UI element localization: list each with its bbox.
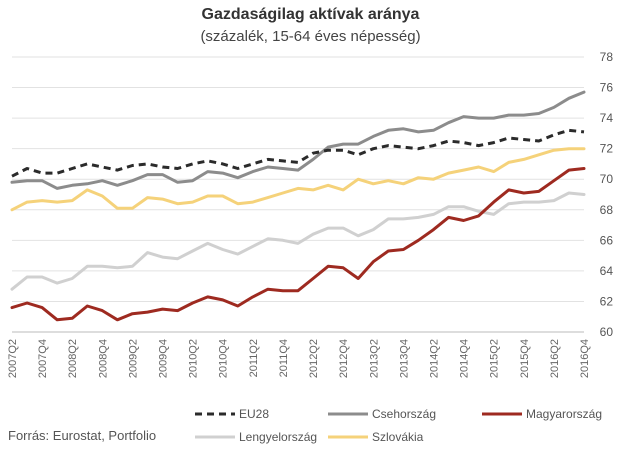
x-tick-label: 2015Q2	[489, 339, 501, 378]
series-line-szlovákia	[10, 147, 586, 212]
x-tick-label: 2008Q4	[97, 339, 109, 378]
y-tick-label: 68	[600, 203, 614, 217]
series-line-eu28	[11, 128, 585, 178]
x-tick-label: 2007Q4	[37, 339, 49, 378]
legend-label: EU28	[239, 407, 269, 421]
x-axis: 2007Q2 2007Q4 2008Q2 2008Q4 2009Q2 2009Q4 2010…	[7, 331, 591, 378]
x-tick-label: 2007Q2	[7, 339, 19, 378]
y-axis: 60 62 64 66 68 70 72 74 76 78	[600, 50, 614, 339]
y-tick-label: 64	[600, 264, 614, 278]
x-tick-label: 2009Q2	[127, 339, 139, 378]
y-tick-label: 76	[600, 81, 614, 95]
legend-label: Magyarország	[526, 407, 602, 421]
series-line-csehország	[10, 90, 586, 190]
series-line-magyarország	[10, 167, 586, 322]
series-lines	[10, 90, 586, 322]
y-tick-label: 72	[600, 142, 614, 156]
x-tick-label: 2010Q4	[218, 339, 230, 378]
legend-label: Lengyelország	[239, 430, 317, 444]
x-tick-label: 2008Q2	[67, 339, 79, 378]
source-note: Forrás: Eurostat, Portfolio	[8, 428, 157, 443]
x-tick-label: 2010Q2	[188, 339, 200, 378]
y-tick-label: 62	[600, 294, 614, 308]
x-tick-label: 2016Q2	[549, 339, 561, 378]
y-tick-label: 74	[600, 111, 614, 125]
series-line-lengyelország	[10, 191, 586, 291]
y-tick-label: 60	[600, 325, 614, 339]
x-tick-label: 2014Q4	[459, 339, 471, 378]
legend-label: Csehország	[372, 407, 436, 421]
x-tick-label: 2016Q4	[579, 339, 591, 378]
x-tick-label: 2012Q4	[338, 339, 350, 378]
y-tick-label: 78	[600, 50, 614, 64]
x-tick-label: 2014Q2	[428, 339, 440, 378]
y-tick-label: 66	[600, 233, 614, 247]
x-tick-label: 2013Q2	[368, 339, 380, 378]
legend-label: Szlovákia	[372, 430, 424, 444]
legend: EU28 Csehország Magyarország Lengyelország S…	[195, 407, 602, 444]
x-tick-label: 2015Q4	[519, 339, 531, 378]
x-tick-label: 2011Q2	[248, 339, 260, 377]
x-tick-label: 2011Q4	[278, 339, 290, 377]
chart-title: Gazdaságilag aktívak aránya	[201, 6, 420, 23]
y-tick-label: 70	[600, 172, 614, 186]
x-tick-label: 2012Q2	[308, 339, 320, 378]
chart-subtitle: (százalék, 15-64 éves népesség)	[200, 28, 421, 45]
x-tick-label: 2009Q4	[158, 339, 170, 378]
x-tick-label: 2013Q4	[398, 339, 410, 378]
